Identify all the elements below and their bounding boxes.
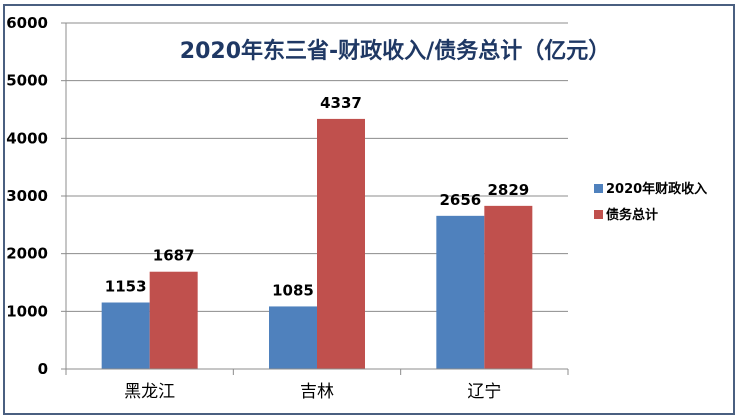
bar: [317, 118, 365, 370]
x-axis: 黑龙江 吉林 辽宁: [65, 368, 569, 402]
data-label: 2829: [487, 181, 529, 199]
y-tick-label: 1000: [6, 302, 48, 320]
legend-label: 债务总计: [606, 207, 658, 223]
bar: [149, 271, 198, 369]
x-tick-label: 黑龙江: [124, 382, 175, 402]
data-label: 2656: [439, 191, 481, 209]
legend-label: 2020年财政收入: [606, 181, 707, 197]
legend-swatch: [594, 210, 603, 219]
data-label: 1687: [153, 247, 195, 265]
y-tick-label: 3000: [6, 187, 48, 205]
data-label: 1085: [272, 281, 314, 299]
x-tick-label: 辽宁: [467, 382, 501, 402]
bar: [101, 302, 150, 369]
legend-swatch: [594, 184, 603, 193]
y-axis: 0 1000 2000 3000 4000 5000 6000: [6, 14, 67, 378]
bar: [484, 205, 533, 369]
bar: [436, 215, 485, 369]
bars: 1153 1687 1085 4337 2656 2829: [101, 94, 533, 370]
data-label: 1153: [105, 278, 147, 296]
y-tick-label: 6000: [6, 14, 48, 32]
y-tick-label: 4000: [6, 129, 48, 147]
chart-title: 2020年东三省-财政收入/债务总计（亿元）: [180, 38, 610, 64]
y-tick-label: 2000: [6, 245, 48, 263]
x-tick-label: 吉林: [300, 382, 334, 402]
y-tick-label: 5000: [6, 72, 48, 90]
y-tick-label: 0: [38, 360, 48, 378]
data-label: 4337: [320, 94, 362, 112]
bar: [269, 306, 317, 369]
